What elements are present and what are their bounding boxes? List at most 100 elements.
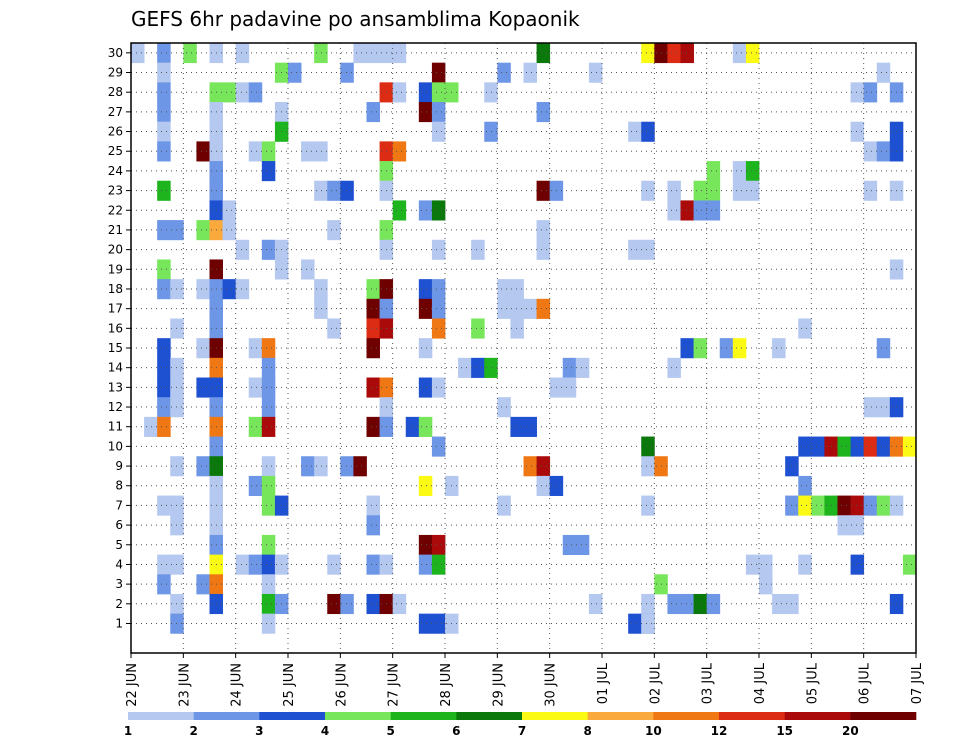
heatmap-cell [366, 318, 380, 339]
heatmap-cell [392, 43, 407, 64]
heatmap-cell [562, 534, 577, 556]
heatmap-cell [431, 279, 446, 300]
x-tick-label: 01 JUL [596, 662, 611, 704]
x-tick-label: 28 JUN [439, 663, 454, 707]
heatmap-cell [484, 82, 498, 103]
y-tick-label: 18 [108, 282, 123, 296]
heatmap-cell [418, 200, 433, 221]
heatmap-cell [876, 397, 891, 418]
heatmap-cell [628, 613, 642, 634]
y-tick-label: 11 [108, 420, 123, 434]
y-tick-label: 25 [108, 144, 123, 158]
heatmap-cell [431, 102, 446, 123]
heatmap-cell [366, 416, 380, 437]
heatmap-cell [811, 436, 825, 457]
heatmap-cell [431, 613, 446, 634]
heatmap-cell [261, 338, 276, 359]
heatmap-cell [248, 82, 263, 103]
heatmap-cell [641, 593, 655, 615]
heatmap-cell [261, 416, 276, 437]
heatmap-cell [327, 220, 341, 241]
heatmap-cell [366, 593, 380, 615]
y-tick-label: 2 [115, 597, 123, 611]
heatmap-cell [837, 495, 851, 516]
heatmap-cell [536, 456, 551, 477]
heatmap-cell [301, 141, 315, 162]
heatmap-cell [157, 259, 171, 280]
heatmap-cell [248, 338, 263, 359]
heatmap-cell [314, 456, 328, 477]
colorbar-label: 3 [255, 724, 263, 738]
heatmap-cell [340, 593, 354, 615]
heatmap-cell [327, 554, 341, 575]
heatmap-cell [418, 338, 433, 359]
heatmap-cell [706, 200, 721, 221]
heatmap-cell [196, 141, 210, 162]
heatmap-cell [261, 554, 276, 575]
heatmap-cell [418, 554, 433, 575]
heatmap-cell [392, 593, 407, 615]
heatmap-cell [536, 43, 551, 64]
heatmap-cell [536, 180, 551, 201]
heatmap-cell [157, 180, 171, 201]
heatmap-cell [693, 338, 708, 359]
heatmap-cell [144, 416, 158, 437]
heatmap-cell [314, 298, 328, 319]
heatmap-cell [641, 436, 655, 457]
y-tick-label: 16 [108, 321, 123, 335]
heatmap-cell [431, 436, 446, 457]
heatmap-cell [641, 180, 655, 201]
chart-title: GEFS 6hr padavine po ansamblima Kopaonik [131, 7, 580, 31]
heatmap-cell [523, 298, 537, 319]
heatmap-cell [523, 62, 537, 83]
heatmap-cell [811, 495, 825, 516]
heatmap-cell [759, 574, 773, 595]
y-tick-label: 30 [108, 46, 123, 60]
heatmap-cell [235, 279, 250, 300]
heatmap-cell [732, 180, 747, 201]
heatmap-cell [680, 43, 694, 64]
heatmap-cell [745, 180, 760, 201]
colorbar-label: 7 [518, 724, 526, 738]
heatmap-cell [876, 436, 891, 457]
heatmap-cell [510, 318, 524, 339]
heatmap-cell [497, 62, 511, 83]
heatmap-cell [876, 495, 891, 516]
heatmap-cell [418, 377, 433, 398]
heatmap-cell [431, 534, 446, 556]
y-tick-label: 4 [115, 557, 123, 571]
x-tick-label: 05 JUL [805, 662, 820, 704]
heatmap-cell [366, 495, 380, 516]
heatmap-cell [863, 397, 878, 418]
heatmap-cell [157, 62, 171, 83]
heatmap-cell [850, 82, 865, 103]
y-tick-label: 27 [108, 105, 123, 119]
heatmap-cell [471, 318, 485, 339]
heatmap-cell [641, 456, 655, 477]
heatmap-cell [484, 357, 498, 378]
heatmap-cell [745, 43, 760, 64]
heatmap-cell [157, 121, 171, 142]
heatmap-cell [667, 43, 681, 64]
heatmap-cell [850, 436, 865, 457]
heatmap-cell [497, 397, 511, 418]
heatmap-cell [261, 534, 276, 556]
x-tick-label: 24 JUN [230, 663, 245, 707]
y-tick-label: 10 [108, 439, 123, 453]
heatmap-cell [667, 200, 681, 221]
heatmap-cell [405, 416, 420, 437]
heatmap-cell [850, 121, 865, 142]
heatmap-cell [248, 475, 263, 496]
heatmap-cell [850, 515, 865, 536]
heatmap-cell [431, 121, 446, 142]
heatmap-cell [680, 593, 694, 615]
heatmap-cell [667, 180, 681, 201]
heatmap-cell [706, 161, 721, 182]
heatmap-cell [261, 593, 276, 615]
heatmap-cell [431, 62, 446, 83]
heatmap-cell [510, 279, 524, 300]
heatmap-cell [288, 62, 302, 83]
heatmap-cell [366, 554, 380, 575]
heatmap-cell [157, 416, 171, 437]
